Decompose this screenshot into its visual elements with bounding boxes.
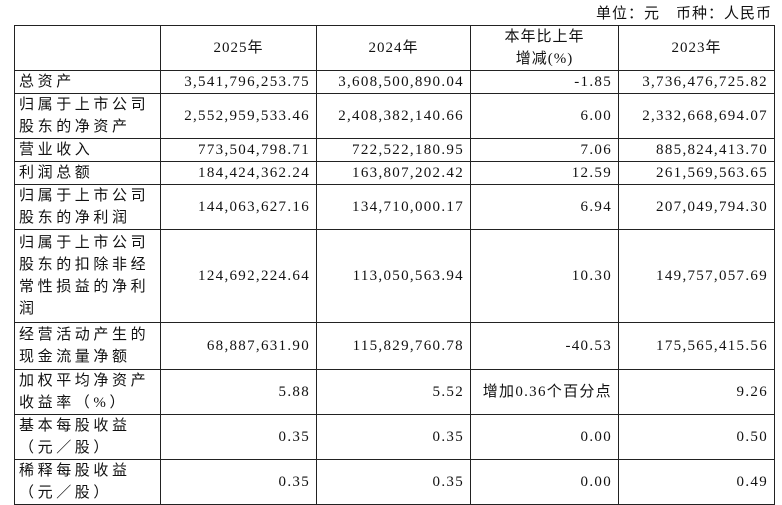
header-cell: 本年比上年增减(%) [470,25,619,71]
value-cell: 261,569,563.65 [618,161,775,185]
value-cell: -40.53 [470,322,619,370]
value-cell: 113,050,563.94 [316,229,471,323]
value-cell: 0.50 [618,414,775,460]
header-text: 2025年 [213,40,264,56]
value-cell: 0.35 [316,414,471,460]
value-cell: -1.85 [470,70,619,94]
value-cell: 5.88 [160,369,317,415]
header-text: 本年比上年增减(%) [504,29,585,67]
value-cell: 0.35 [160,459,317,505]
value-cell: 722,522,180.95 [316,138,471,162]
header-text: 2024年 [368,40,419,56]
value-cell: 885,824,413.70 [618,138,775,162]
header-cell [14,25,161,71]
row-label: 利润总额 [14,161,161,185]
data-row: 加权平均净资产收益率（%） 5.88 5.52 增加0.36个百分点 9.26 [14,369,775,415]
header-row: 2025年 2024年 本年比上年增减(%) 2023年 [14,25,775,71]
row-label: 总资产 [14,70,161,94]
data-row: 稀释每股收益（元／股） 0.35 0.35 0.00 0.49 [14,459,775,505]
value-cell: 3,736,476,725.82 [618,70,775,94]
value-cell: 68,887,631.90 [160,322,317,370]
value-cell: 6.00 [470,93,619,139]
header-cell: 2023年 [618,25,775,71]
value-cell: 2,408,382,140.66 [316,93,471,139]
value-cell: 175,565,415.56 [618,322,775,370]
value-cell: 0.35 [316,459,471,505]
value-cell: 9.26 [618,369,775,415]
row-label: 加权平均净资产收益率（%） [14,369,161,415]
value-cell: 3,541,796,253.75 [160,70,317,94]
value-cell: 144,063,627.16 [160,184,317,230]
data-row: 经营活动产生的现金流量净额 68,887,631.90 115,829,760.78… [14,322,775,370]
value-cell: 2,332,668,694.07 [618,93,775,139]
value-cell: 3,608,500,890.04 [316,70,471,94]
financial-table: 2025年 2024年 本年比上年增减(%) 2023年总资产 3,541,796,25… [14,25,775,505]
value-cell: 增加0.36个百分点 [470,369,619,415]
data-row: 归属于上市公司股东的净资产 2,552,959,533.46 2,408,382,1… [14,93,775,139]
header-cell: 2024年 [316,25,471,71]
value-cell: 134,710,000.17 [316,184,471,230]
data-row: 归属于上市公司股东的扣除非经常性损益的净利润 124,692,224.64 113,… [14,229,775,323]
row-label: 归属于上市公司股东的净利润 [14,184,161,230]
value-cell: 773,504,798.71 [160,138,317,162]
data-row: 归属于上市公司股东的净利润 144,063,627.16 134,710,000.1… [14,184,775,230]
row-label: 经营活动产生的现金流量净额 [14,322,161,370]
value-cell: 6.94 [470,184,619,230]
unit-note: 单位：元 币种：人民币 [595,6,772,22]
value-cell: 7.06 [470,138,619,162]
row-label: 基本每股收益（元／股） [14,414,161,460]
value-cell: 115,829,760.78 [316,322,471,370]
value-cell: 184,424,362.24 [160,161,317,185]
value-cell: 10.30 [470,229,619,323]
row-label: 归属于上市公司股东的净资产 [14,93,161,139]
value-cell: 2,552,959,533.46 [160,93,317,139]
row-label: 稀释每股收益（元／股） [14,459,161,505]
header-text: 2023年 [671,40,722,56]
value-cell: 0.00 [470,459,619,505]
value-cell: 0.35 [160,414,317,460]
value-cell: 12.59 [470,161,619,185]
data-row: 基本每股收益（元／股） 0.35 0.35 0.00 0.50 [14,414,775,460]
header-cell: 2025年 [160,25,317,71]
value-cell: 5.52 [316,369,471,415]
row-label: 归属于上市公司股东的扣除非经常性损益的净利润 [14,229,161,323]
value-cell: 163,807,202.42 [316,161,471,185]
data-row: 营业收入 773,504,798.71 722,522,180.95 7.06 885,… [14,138,775,162]
row-label: 营业收入 [14,138,161,162]
value-cell: 0.49 [618,459,775,505]
data-row: 利润总额 184,424,362.24 163,807,202.42 12.59 261… [14,161,775,185]
data-row: 总资产 3,541,796,253.75 3,608,500,890.04 -1.85… [14,70,775,94]
value-cell: 0.00 [470,414,619,460]
value-cell: 124,692,224.64 [160,229,317,323]
value-cell: 149,757,057.69 [618,229,775,323]
value-cell: 207,049,794.30 [618,184,775,230]
